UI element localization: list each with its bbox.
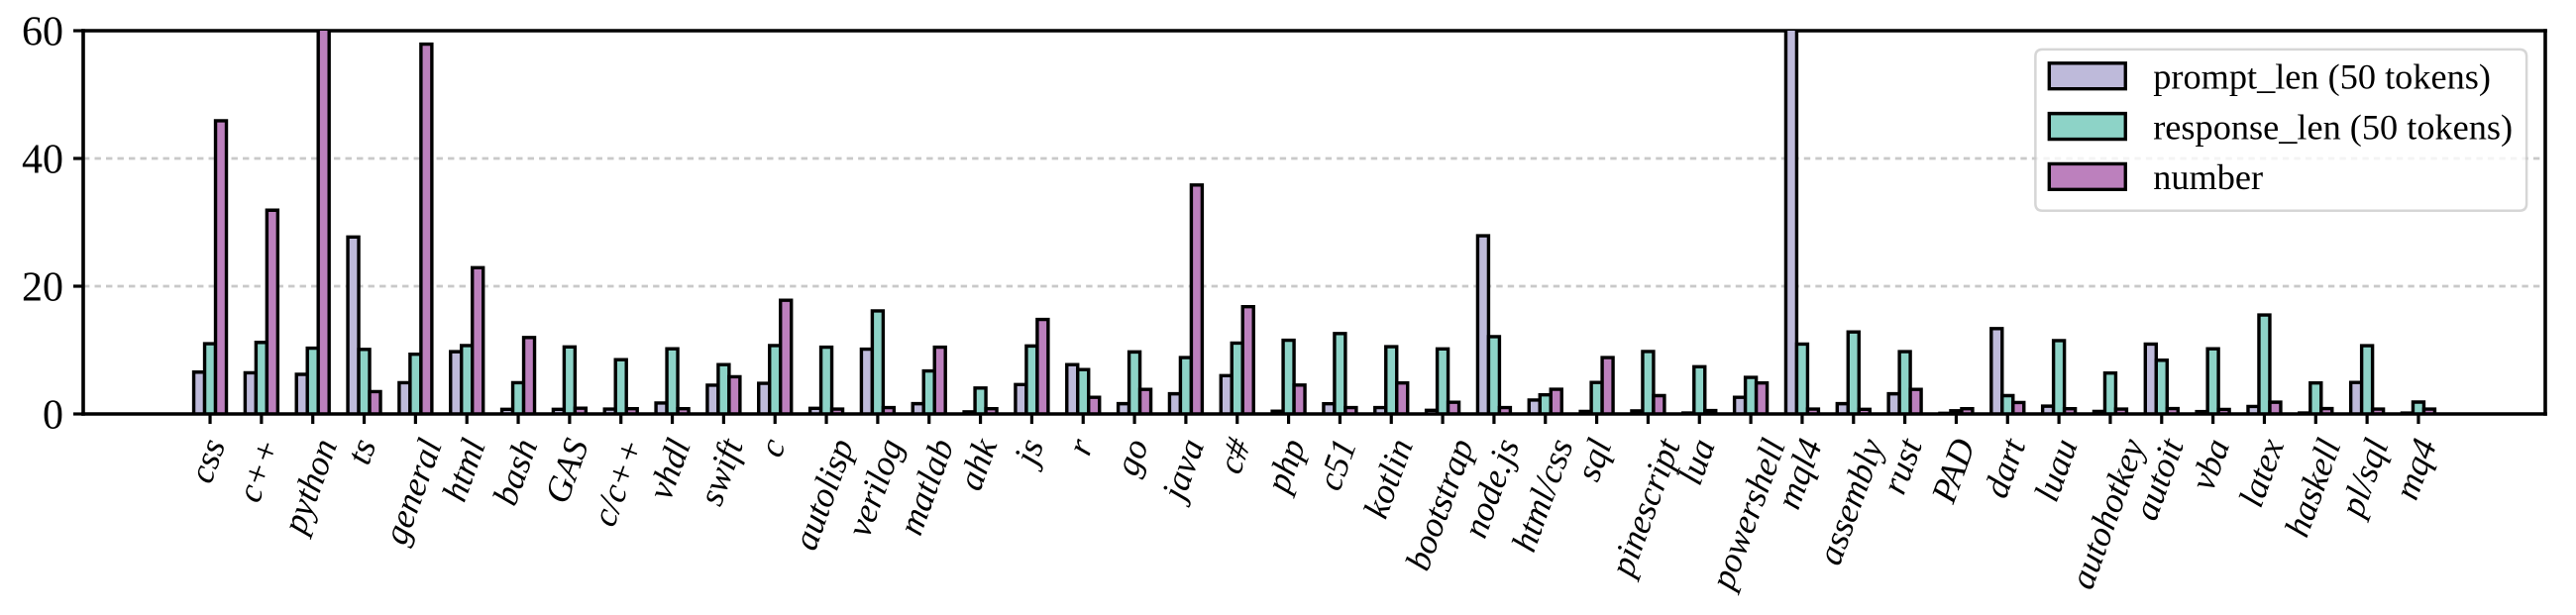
svg-text:20: 20 (22, 265, 63, 311)
svg-text:prompt_len (50 tokens): prompt_len (50 tokens) (2153, 56, 2491, 96)
svg-text:response_len (50 tokens): response_len (50 tokens) (2153, 107, 2513, 147)
svg-text:0: 0 (43, 393, 63, 439)
svg-text:60: 60 (22, 10, 63, 55)
svg-text:number: number (2153, 157, 2263, 197)
svg-text:40: 40 (22, 138, 63, 183)
